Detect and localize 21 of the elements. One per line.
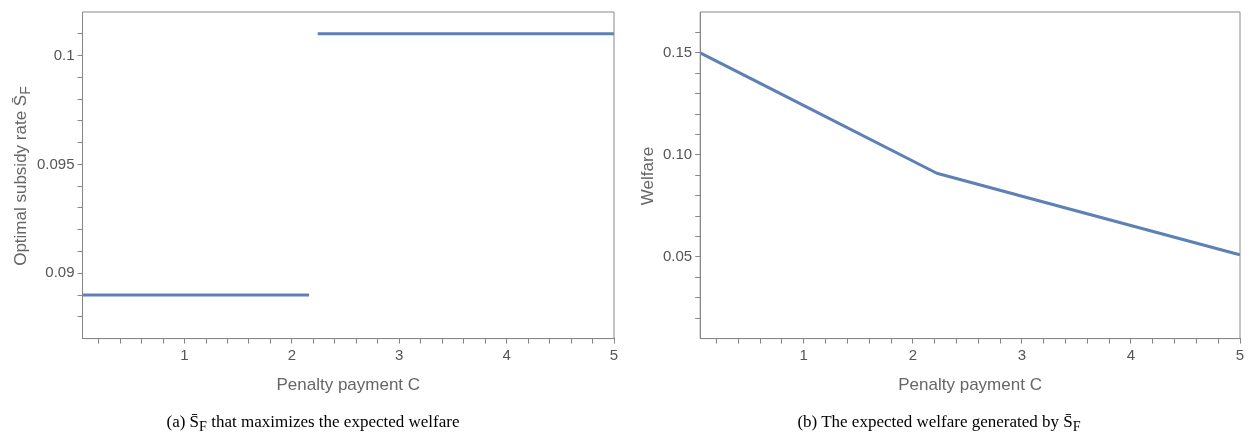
text: (a) S̄$_{F}$ that maximizes the expected welfare [165,412,461,436]
y-tick-label: 0.10 [662,145,693,163]
y-tick-label: 0.09 [45,263,75,281]
x-tick-label: 5 [609,345,619,363]
x-tick-label: 3 [1017,345,1027,363]
x-tick-label: 2 [287,345,297,363]
y-tick-label: 0.15 [662,42,693,60]
x-tick-label: 1 [799,345,808,363]
x-tick-label: 1 [180,345,189,363]
x-tick-label: 2 [908,345,918,363]
x-tick-label: 4 [1126,345,1136,363]
x-tick-label: 5 [1235,345,1245,363]
x-axis-title: Penalty payment C [898,375,1042,395]
y-tick-label: 0.05 [662,247,693,265]
y-axis-title: Welfare [638,146,658,206]
x-tick-label: 4 [502,345,511,363]
y-tick-label: 0.095 [36,154,75,172]
text: (b) The expected welfare generated by S̄$_{F}$ [796,412,1082,436]
y-tick-label: 0.1 [53,45,75,63]
x-axis-title: Penalty payment C [276,375,421,395]
x-tick-label: 3 [395,345,404,363]
